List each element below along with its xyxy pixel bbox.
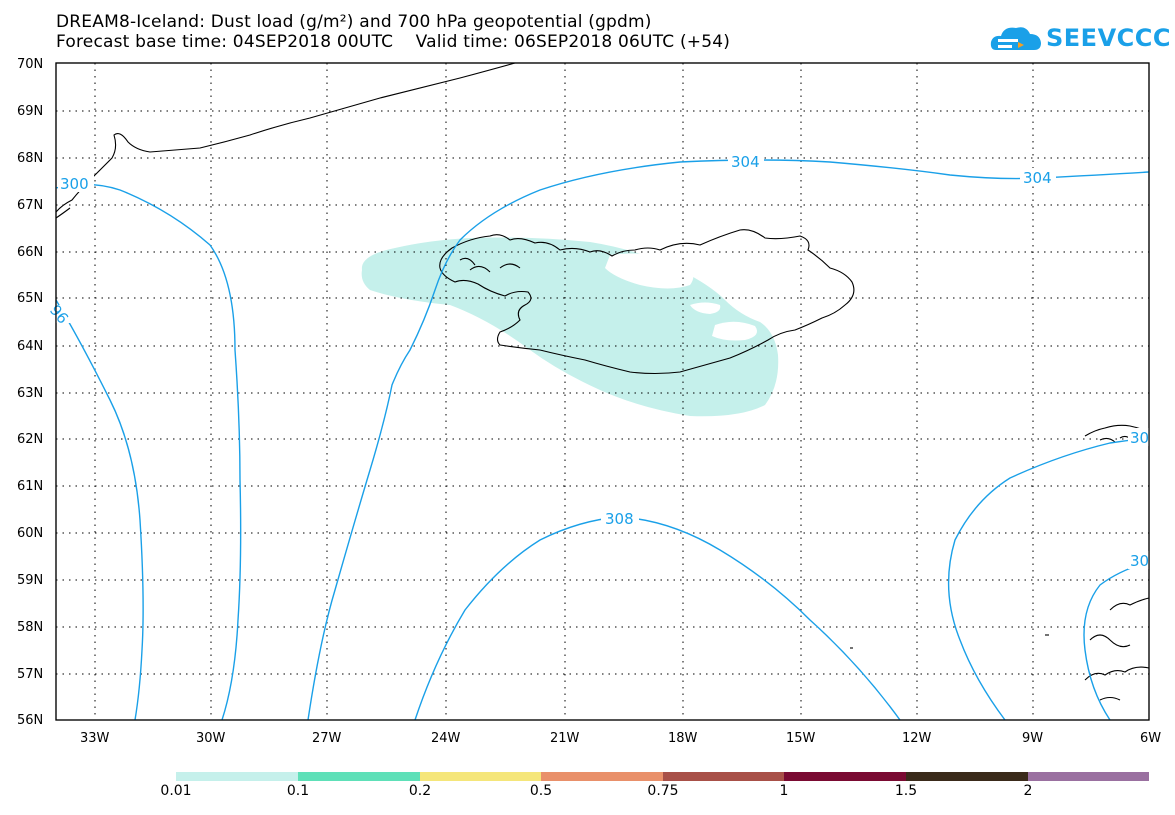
- svg-text:56N: 56N: [17, 713, 43, 728]
- colorbar-label: 0.2: [408, 783, 432, 799]
- map-frame: [55, 62, 1150, 721]
- colorbar-segment: [176, 772, 298, 781]
- svg-text:12W: 12W: [902, 731, 932, 746]
- latitude-labels: 70N 69N 68N 67N 66N 65N 64N 63N 62N 61N …: [17, 57, 43, 728]
- svg-text:57N: 57N: [17, 667, 43, 682]
- colorbar-segment: [784, 772, 906, 781]
- svg-text:33W: 33W: [80, 731, 110, 746]
- svg-text:63N: 63N: [17, 386, 43, 401]
- contour-label-300: 300: [60, 175, 89, 193]
- svg-text:21W: 21W: [550, 731, 580, 746]
- colorbar-segment: [906, 772, 1028, 781]
- svg-text:58N: 58N: [17, 620, 43, 635]
- colorbar-segment: [298, 772, 420, 781]
- svg-text:30W: 30W: [196, 731, 226, 746]
- svg-text:59N: 59N: [17, 573, 43, 588]
- cloud-icon: [990, 27, 1041, 50]
- colorbar-label: 0.75: [647, 783, 679, 799]
- contour-label-308: 308: [605, 510, 634, 528]
- svg-text:67N: 67N: [17, 198, 43, 213]
- svg-text:66N: 66N: [17, 245, 43, 260]
- colorbar-segment: [541, 772, 663, 781]
- svg-text:9W: 9W: [1022, 731, 1043, 746]
- svg-text:61N: 61N: [17, 479, 43, 494]
- contour-label-30-east: 30: [1130, 429, 1149, 447]
- colorbar-segment: [1028, 772, 1149, 781]
- svg-text:15W: 15W: [786, 731, 816, 746]
- svg-text:65N: 65N: [17, 291, 43, 306]
- colorbar-segment: [420, 772, 541, 781]
- contour-label-304-north: 304: [731, 153, 760, 171]
- colorbar-label: 2: [1023, 783, 1033, 799]
- svg-text:62N: 62N: [17, 432, 43, 447]
- svg-text:18W: 18W: [668, 731, 698, 746]
- colorbar-label: 1.5: [894, 783, 918, 799]
- colorbar-label: 0.1: [286, 783, 310, 799]
- contour-label-304-east: 304: [1023, 169, 1052, 187]
- colorbar-segment: [663, 772, 784, 781]
- svg-text:60N: 60N: [17, 526, 43, 541]
- colorbar-label: 0.5: [529, 783, 553, 799]
- colorbar-label: 1: [779, 783, 789, 799]
- svg-text:64N: 64N: [17, 339, 43, 354]
- svg-text:6W: 6W: [1140, 731, 1161, 746]
- svg-text:24W: 24W: [431, 731, 461, 746]
- svg-text:68N: 68N: [17, 151, 43, 166]
- logo-text: SEEVCCC: [1046, 24, 1171, 52]
- contour-label-30-southeast: 30: [1130, 552, 1149, 570]
- svg-text:70N: 70N: [17, 57, 43, 72]
- svg-text:27W: 27W: [312, 731, 342, 746]
- colorbar-label: 0.01: [160, 783, 192, 799]
- forecast-time-subtitle: Forecast base time: 04SEP2018 00UTC Vali…: [56, 32, 731, 52]
- svg-text:69N: 69N: [17, 104, 43, 119]
- contour-labels: 304 304 300 96 308 30 30: [46, 152, 1149, 570]
- map-title: DREAM8-Iceland: Dust load (g/m²) and 700…: [56, 12, 652, 32]
- longitude-labels: 33W 30W 27W 24W 21W 18W 15W 12W 9W 6W: [80, 731, 1161, 746]
